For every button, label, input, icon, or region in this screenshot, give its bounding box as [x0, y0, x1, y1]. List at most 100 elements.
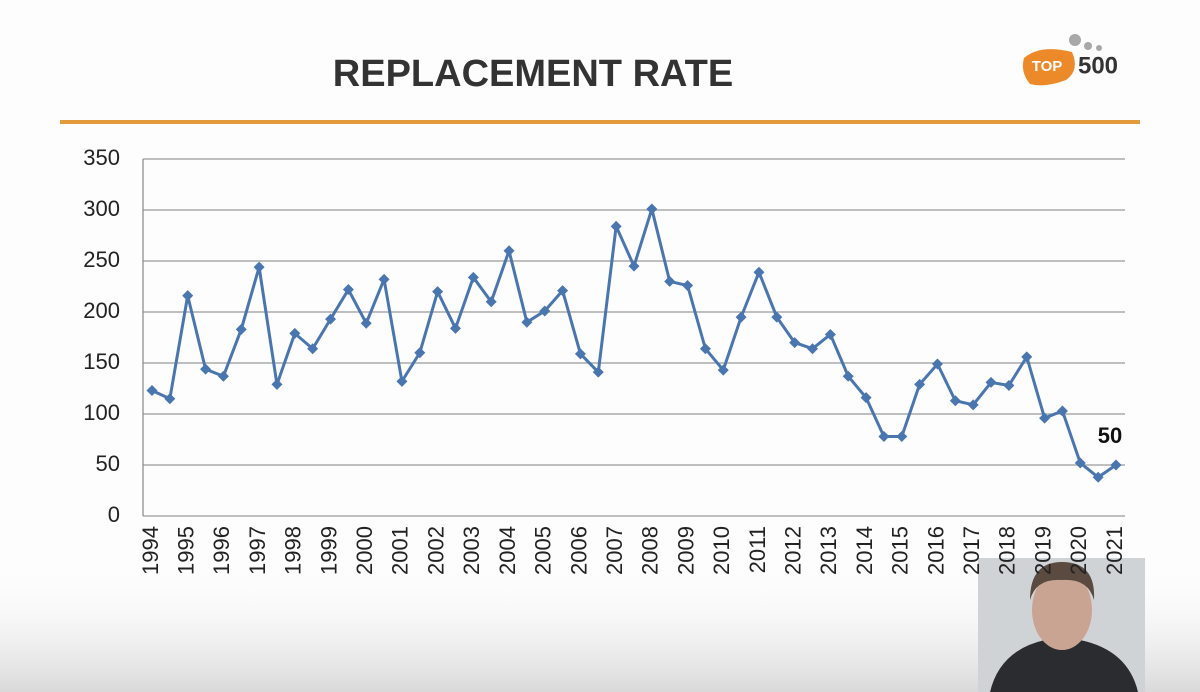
- x-tick-label: 2021: [1102, 526, 1127, 575]
- y-tick-label: 300: [83, 196, 120, 221]
- data-marker: [360, 317, 372, 329]
- data-marker: [1003, 379, 1015, 391]
- data-marker: [807, 343, 819, 355]
- data-marker: [753, 266, 765, 278]
- x-tick-label: 1997: [245, 526, 270, 575]
- data-marker: [789, 337, 801, 349]
- data-marker: [860, 392, 872, 404]
- data-marker: [914, 378, 926, 390]
- x-tick-label: 2018: [995, 526, 1020, 575]
- data-marker: [182, 290, 194, 302]
- data-marker: [557, 285, 569, 297]
- data-marker: [289, 327, 301, 339]
- data-marker: [414, 347, 426, 359]
- data-marker: [771, 311, 783, 323]
- data-marker: [485, 296, 497, 308]
- y-tick-label: 350: [83, 145, 120, 170]
- y-tick-label: 100: [83, 400, 120, 425]
- x-tick-label: 2019: [1030, 526, 1055, 575]
- webcam-face: [1032, 570, 1092, 650]
- data-marker: [449, 322, 461, 334]
- data-marker: [271, 378, 283, 390]
- x-tick-label: 2014: [852, 526, 877, 575]
- data-marker: [967, 399, 979, 411]
- x-tick-label: 2007: [602, 526, 627, 575]
- x-tick-label: 2016: [923, 526, 948, 575]
- data-marker: [503, 245, 515, 257]
- data-marker: [931, 358, 943, 370]
- logo-dot: [1096, 45, 1102, 51]
- data-marker: [164, 393, 176, 405]
- data-marker: [628, 260, 640, 272]
- logo-text: 500: [1078, 52, 1118, 79]
- data-marker: [521, 316, 533, 328]
- data-marker: [717, 364, 729, 376]
- x-tick-label: 2002: [423, 526, 448, 575]
- x-tick-label: 2006: [566, 526, 591, 575]
- data-marker: [539, 305, 551, 317]
- logo-text: TOP: [1032, 58, 1063, 75]
- data-marker: [592, 366, 604, 378]
- data-marker: [878, 430, 890, 442]
- x-tick-label: 2003: [459, 526, 484, 575]
- x-tick-label: 2020: [1066, 526, 1091, 575]
- x-tick-label: 1998: [281, 526, 306, 575]
- y-tick-label: 50: [96, 451, 120, 476]
- y-tick-label: 0: [108, 502, 120, 527]
- data-marker: [325, 313, 337, 325]
- data-marker: [342, 284, 354, 296]
- webcam-body: [990, 640, 1138, 692]
- logo: TOP 500: [1022, 34, 1118, 86]
- webcam: [978, 558, 1145, 692]
- x-tick-label: 2000: [352, 526, 377, 575]
- data-marker: [432, 286, 444, 298]
- data-label: 50: [1098, 423, 1122, 448]
- y-tick-label: 200: [83, 298, 120, 323]
- data-marker: [1056, 405, 1068, 417]
- data-marker: [949, 395, 961, 407]
- data-marker: [1074, 457, 1086, 469]
- x-tick-label: 2008: [638, 526, 663, 575]
- data-marker: [378, 273, 390, 285]
- x-tick-label: 2004: [495, 526, 520, 575]
- data-marker: [253, 261, 265, 273]
- y-tick-label: 250: [83, 247, 120, 272]
- data-marker: [467, 271, 479, 283]
- logo-dot: [1069, 34, 1081, 46]
- data-marker: [235, 323, 247, 335]
- data-marker: [682, 279, 694, 291]
- data-marker: [985, 376, 997, 388]
- data-marker: [574, 348, 586, 360]
- webcam-hair: [1030, 562, 1095, 600]
- x-tick-label: 2013: [816, 526, 841, 575]
- data-marker: [824, 328, 836, 340]
- data-marker: [307, 343, 319, 355]
- x-tick-label: 2012: [780, 526, 805, 575]
- data-marker: [200, 363, 212, 375]
- chart-title: REPLACEMENT RATE: [333, 53, 733, 95]
- x-tick-label: 1999: [316, 526, 341, 575]
- x-tick-label: 2009: [673, 526, 698, 575]
- data-marker: [646, 203, 658, 215]
- x-tick-label: 2017: [959, 526, 984, 575]
- x-tick-label: 2010: [709, 526, 734, 575]
- data-marker: [699, 343, 711, 355]
- x-tick-label: 2001: [388, 526, 413, 575]
- x-tick-label: 2015: [888, 526, 913, 575]
- data-marker: [610, 220, 622, 232]
- x-tick-label: 2011: [745, 526, 770, 573]
- data-marker: [664, 275, 676, 287]
- x-tick-label: 2005: [531, 526, 556, 575]
- data-marker: [842, 370, 854, 382]
- data-marker: [1039, 412, 1051, 424]
- x-tick-label: 1996: [209, 526, 234, 575]
- data-marker: [735, 311, 747, 323]
- data-marker: [396, 375, 408, 387]
- y-tick-label: 150: [83, 349, 120, 374]
- data-marker: [1092, 471, 1104, 483]
- data-marker: [1021, 351, 1033, 363]
- x-tick-label: 1995: [174, 526, 199, 575]
- data-marker: [146, 385, 158, 397]
